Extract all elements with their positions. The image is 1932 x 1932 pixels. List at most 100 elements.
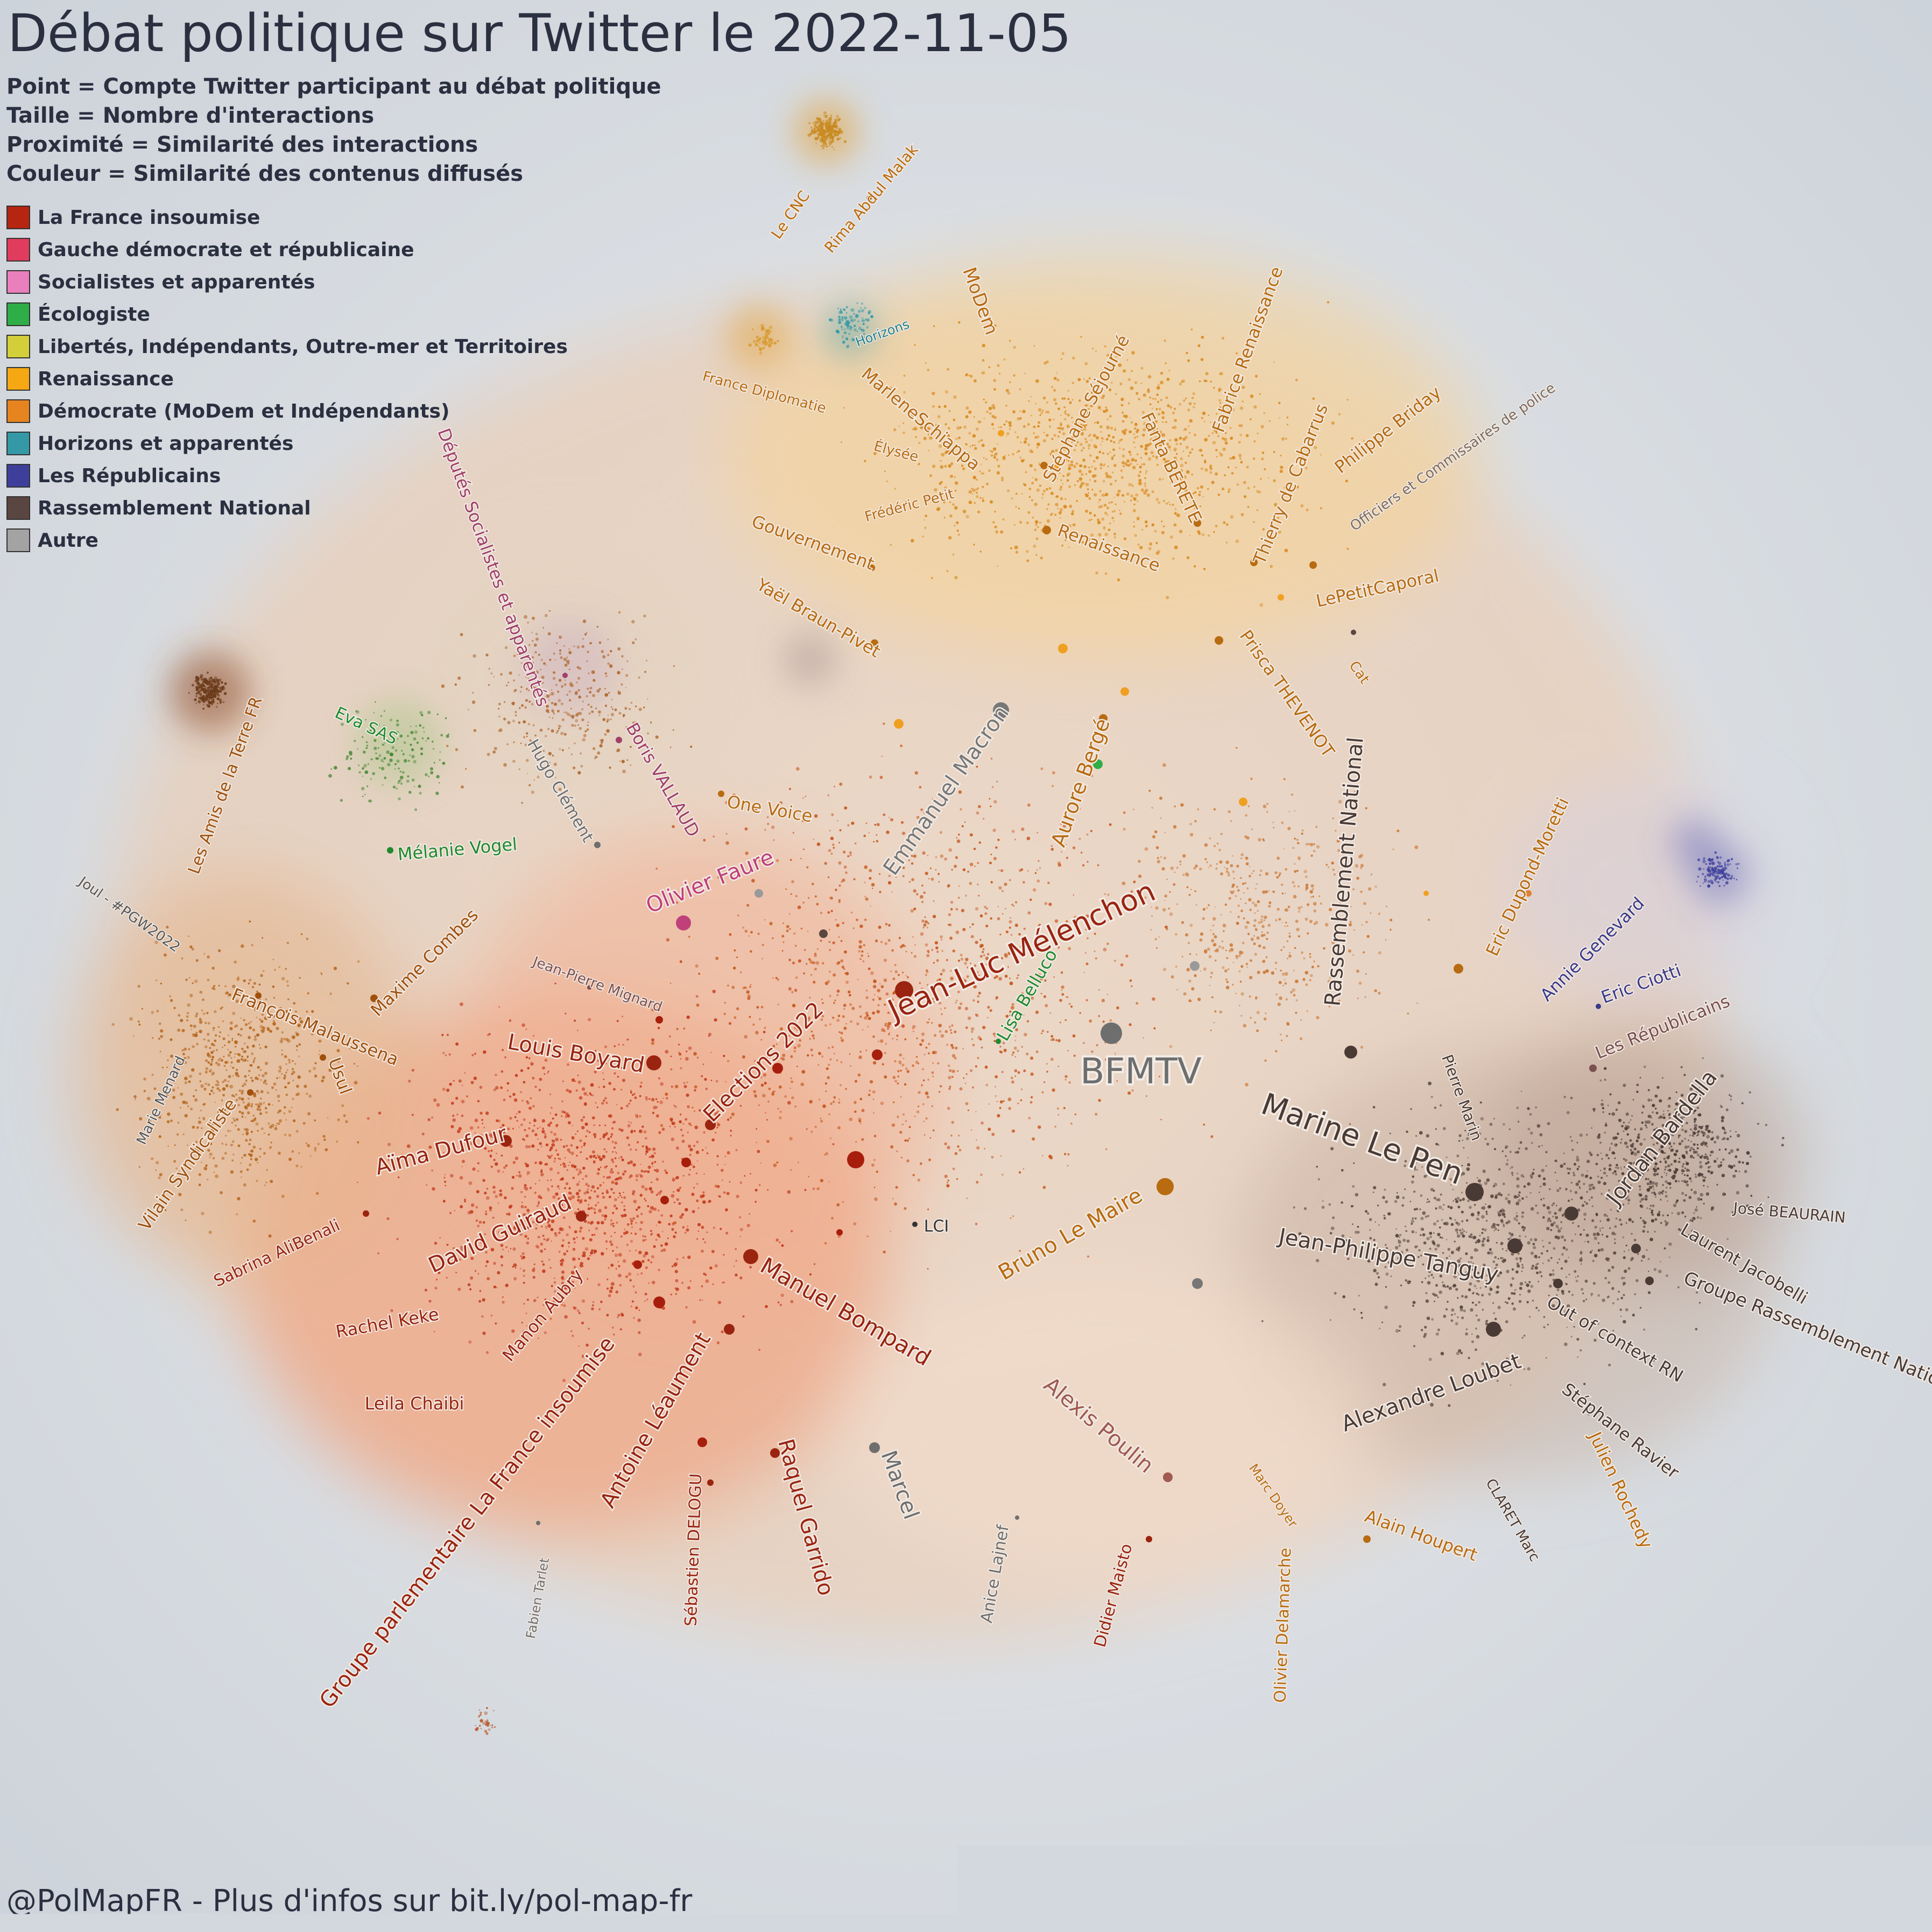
account-dot (888, 939, 891, 942)
account-dot (570, 1330, 572, 1332)
account-dot (1186, 470, 1190, 474)
account-dot (684, 1085, 687, 1088)
account-dot (604, 1215, 607, 1218)
account-dot (998, 426, 1000, 428)
account-dot (971, 1129, 972, 1131)
account-dot (1391, 1275, 1392, 1277)
account-dot (586, 1130, 589, 1132)
account-dot (836, 1060, 838, 1062)
account-dot (598, 1308, 601, 1310)
account-dot (1180, 457, 1183, 460)
account-dot (1153, 1027, 1155, 1030)
account-dot (1197, 344, 1200, 347)
account-dot (524, 1196, 526, 1198)
account-dot (578, 1081, 581, 1084)
account-dot (1618, 1101, 1621, 1104)
account-dot (1116, 1006, 1119, 1010)
account-dot (1020, 417, 1022, 419)
account-dot (1373, 1269, 1377, 1273)
account-dot (1373, 1106, 1376, 1109)
account-dot (927, 1268, 929, 1270)
account-dot (937, 873, 940, 875)
account-dot (1598, 1242, 1599, 1244)
account-dot (582, 1088, 585, 1091)
account-dot (1212, 441, 1216, 445)
account-dot (440, 1237, 441, 1238)
account-dot (724, 1002, 726, 1004)
account-dot (999, 1046, 1001, 1047)
account-dot (1184, 428, 1187, 431)
account-dot (1518, 1252, 1520, 1254)
account-dot (520, 1255, 522, 1257)
account-dot (1616, 1218, 1618, 1220)
account-dot (863, 944, 865, 946)
account-dot (882, 1063, 884, 1066)
account-dot (1378, 1224, 1379, 1225)
account-dot (1602, 1158, 1603, 1160)
account-dot (560, 1263, 562, 1265)
account-dot (628, 1121, 630, 1123)
account-dot (1628, 1250, 1629, 1251)
account-dot (1462, 1197, 1465, 1201)
account-dot (902, 422, 904, 424)
account-dot (1094, 514, 1096, 517)
account-dot (1144, 477, 1146, 479)
account-dot (822, 1002, 823, 1004)
account-dot (618, 1274, 622, 1278)
account-dot (560, 1164, 562, 1166)
account-dot (1019, 521, 1022, 524)
account-dot (922, 1103, 925, 1105)
account-dot (761, 958, 763, 960)
account-dot (624, 1170, 626, 1173)
account-dot (1596, 1163, 1598, 1166)
account-dot (1614, 1242, 1616, 1244)
account-dot (1530, 1285, 1533, 1288)
account-dot (773, 840, 774, 841)
account-dot (476, 1219, 478, 1222)
account-dot (617, 1261, 619, 1263)
account-dot (731, 986, 735, 989)
account-dot (954, 576, 958, 580)
account-dot (1580, 1196, 1583, 1200)
account-dot (904, 375, 906, 377)
account-dot (1179, 383, 1182, 385)
account-dot (1619, 1218, 1621, 1221)
account-dot (740, 1105, 742, 1106)
account-dot (595, 1204, 597, 1207)
account-dot (1477, 1318, 1480, 1321)
account-dot (1507, 1220, 1511, 1223)
account-dot (1060, 517, 1061, 519)
account-dot (992, 786, 994, 788)
account-dot (1514, 1195, 1518, 1199)
account-dot (637, 1141, 639, 1143)
account-dot (989, 407, 992, 410)
account-dot (1475, 1304, 1477, 1306)
account-dot (916, 1110, 920, 1113)
account-dot (1552, 1270, 1554, 1272)
account-dot (1006, 389, 1009, 392)
account-dot (630, 1131, 633, 1133)
account-dot (1029, 496, 1031, 498)
account-dot (471, 1203, 475, 1207)
account-dot (977, 995, 979, 998)
account-dot (1524, 1335, 1526, 1337)
account-dot (1049, 1012, 1051, 1014)
account-dot (1228, 488, 1231, 491)
account-dot (1021, 493, 1023, 494)
account-dot (1064, 1019, 1067, 1021)
account-dot (1427, 1281, 1431, 1285)
account-dot (859, 958, 861, 960)
account-dot (1620, 1223, 1623, 1225)
account-dot (581, 1146, 582, 1147)
account-dot (1070, 1123, 1073, 1125)
account-dot (1703, 1185, 1705, 1187)
account-dot (656, 1115, 659, 1118)
account-dot (1108, 528, 1111, 531)
account-dot (841, 960, 844, 963)
account-dot (951, 1076, 954, 1078)
account-dot (674, 1262, 678, 1266)
account-dot (1679, 1142, 1682, 1145)
account-dot (1639, 1194, 1642, 1197)
account-dot (735, 1149, 737, 1151)
account-dot (755, 1095, 757, 1098)
